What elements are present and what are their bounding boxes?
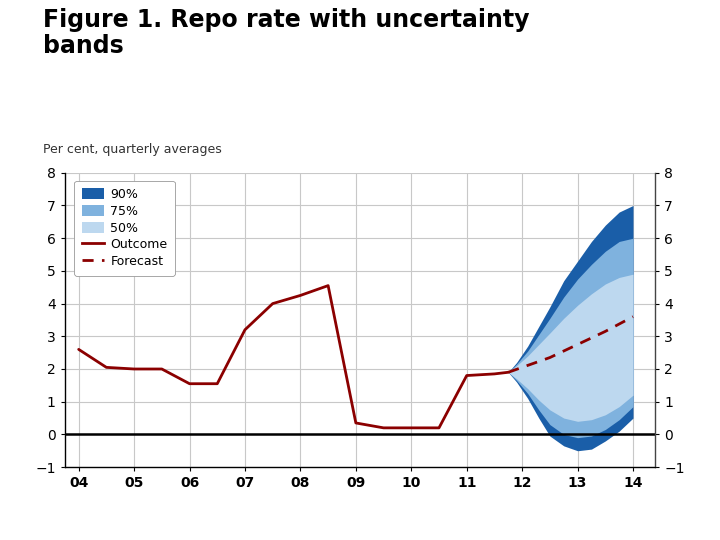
Text: Source: The Riksbank: Source: The Riksbank — [576, 501, 689, 511]
Legend: 90%, 75%, 50%, Outcome, Forecast: 90%, 75%, 50%, Outcome, Forecast — [74, 180, 175, 275]
Text: Figure 1. Repo rate with uncertainty
bands: Figure 1. Repo rate with uncertainty ban… — [43, 8, 530, 58]
Text: SVERIGES
RIKSBANK: SVERIGES RIKSBANK — [638, 76, 690, 96]
Text: Note. The uncertainty bands for the repo rate are based on the ability of risk-a: Note. The uncertainty bands for the repo… — [11, 501, 590, 521]
Text: ✦ ✦ ✦
✦   ✦
✦✦✦✦✦: ✦ ✦ ✦ ✦ ✦ ✦✦✦✦✦ — [647, 31, 682, 61]
Text: Per cent, quarterly averages: Per cent, quarterly averages — [43, 143, 222, 156]
